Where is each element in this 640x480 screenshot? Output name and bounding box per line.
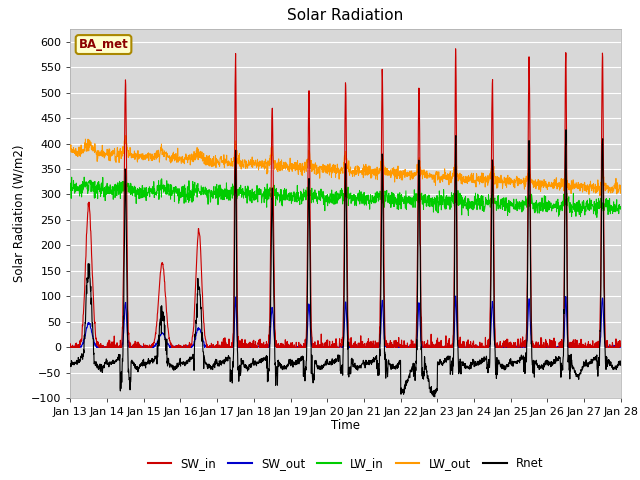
Title: Solar Radiation: Solar Radiation	[287, 9, 404, 24]
Legend: SW_in, SW_out, LW_in, LW_out, Rnet: SW_in, SW_out, LW_in, LW_out, Rnet	[143, 452, 548, 475]
Text: BA_met: BA_met	[79, 38, 129, 51]
X-axis label: Time: Time	[331, 419, 360, 432]
Y-axis label: Solar Radiation (W/m2): Solar Radiation (W/m2)	[12, 145, 26, 282]
